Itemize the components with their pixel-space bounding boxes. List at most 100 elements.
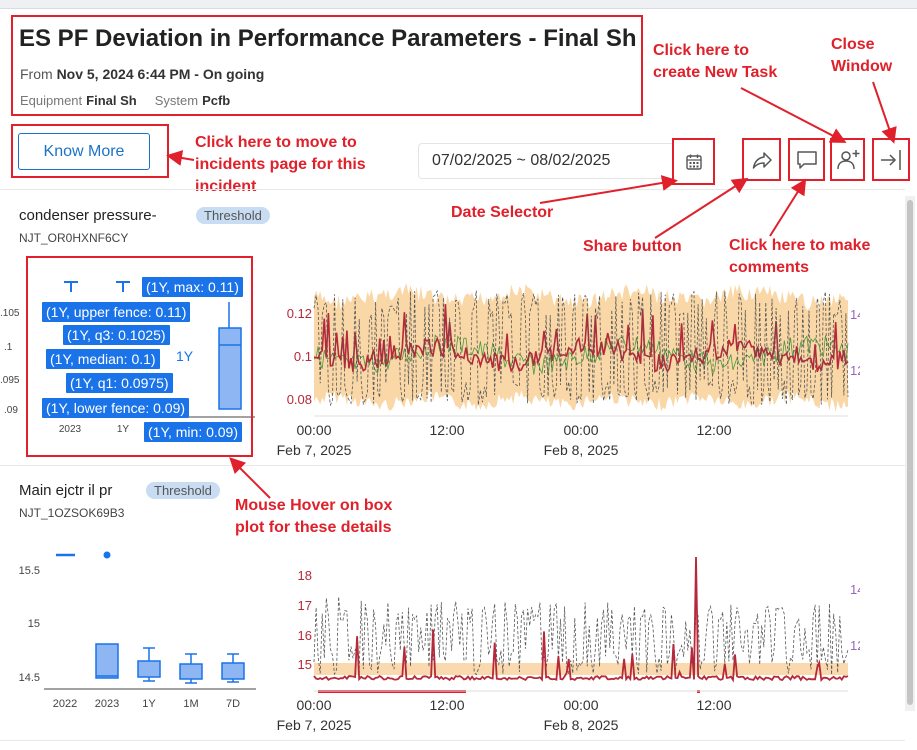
card2-timeseries-chart[interactable]: 18 17 16 15 140 120 00:00 12:00 00:00 12… (270, 555, 860, 740)
box-1y[interactable] (137, 647, 161, 682)
share-icon (752, 151, 772, 169)
from-label: From (20, 66, 53, 82)
close-window-icon (881, 149, 901, 170)
red-trace (313, 304, 849, 373)
vertical-scrollbar[interactable] (905, 196, 915, 711)
incident-start-line: From Nov 5, 2024 6:44 PM - On going (20, 66, 264, 82)
close-window-button[interactable] (872, 138, 910, 181)
box-x-label: 1Y (142, 698, 156, 710)
box-1m[interactable] (179, 653, 203, 684)
arrow-know-more (166, 150, 195, 166)
ts-date-label: Feb 7, 2025 (277, 442, 352, 458)
arrow-comments (769, 178, 807, 237)
tooltip-upper-fence: (1Y, upper fence: 0.11) (42, 302, 191, 322)
ts-x-tick: 12:00 (696, 422, 731, 438)
header-highlight-box (11, 15, 643, 116)
gray-trace (313, 289, 849, 407)
tooltip-lower-fence: (1Y, lower fence: 0.09) (42, 398, 190, 418)
box-x-label: 2022 (53, 698, 77, 710)
annotation-line: Click here to (653, 42, 750, 59)
ts-left-tick: 0.08 (287, 392, 312, 407)
card-id: NJT_1OZSOK69B3 (19, 506, 125, 520)
card1-boxplot-chart[interactable]: .105 .1 .095 .09 2023 1Y (0, 250, 270, 465)
annotation-move-incidents: Click here to move to incidents page for… (195, 132, 366, 198)
comment-button[interactable] (788, 138, 825, 181)
box-7d[interactable] (221, 653, 245, 683)
page-title: ES PF Deviation in Performance Parameter… (19, 25, 637, 52)
scrollbar-thumb[interactable] (907, 200, 913, 705)
tooltip-q1: (1Y, q1: 0.0975) (66, 373, 173, 393)
ts-right-tick: 120 (850, 638, 860, 653)
box-1y-hovered[interactable] (218, 302, 242, 410)
share-button[interactable] (742, 138, 781, 181)
tooltip-max: (1Y, max: 0.11) (142, 277, 243, 297)
hover-series-tag: 1Y (176, 348, 194, 364)
header-divider (0, 189, 905, 190)
box-2023[interactable] (95, 643, 119, 679)
ts-right-tick: 140 (850, 582, 860, 597)
annotation-line: incident (195, 178, 257, 195)
annotation-line: comments (729, 259, 810, 276)
box-x-label: 2023 (95, 698, 119, 710)
card-title: Main ejctr il pr (19, 482, 113, 499)
card-divider (0, 465, 905, 466)
annotation-line: incidents page for this (195, 156, 366, 173)
ts-x-tick: 12:00 (696, 697, 731, 713)
box-y-tick: 14.5 (19, 672, 40, 684)
box-x-label: 7D (226, 698, 240, 710)
reference-series (313, 596, 849, 676)
box-y-tick: .105 (0, 308, 20, 319)
ts-x-tick: 12:00 (429, 422, 464, 438)
window-top-border (0, 0, 917, 9)
box-y-tick: 15 (28, 618, 40, 630)
create-task-button[interactable] (830, 138, 865, 181)
ts-left-tick: 18 (298, 568, 312, 583)
annotation-mouse-hover: Mouse Hover on box plot for these detail… (235, 495, 392, 539)
ts-x-tick: 00:00 (296, 422, 331, 438)
card-divider (0, 740, 905, 741)
annotation-date-selector: Date Selector (451, 204, 554, 221)
box-1y-top-marker (116, 281, 130, 292)
comment-icon (796, 150, 817, 169)
box-y-tick: 15.5 (19, 565, 40, 577)
equipment-label: Equipment (20, 93, 83, 108)
value-series (313, 304, 849, 373)
box-x-label: 1M (183, 698, 198, 710)
ts-date-label: Feb 8, 2025 (544, 442, 619, 458)
know-more-button[interactable]: Know More (18, 133, 150, 170)
date-range-input[interactable]: 07/02/2025 ~ 08/02/2025 (418, 143, 714, 179)
green-trace (313, 333, 849, 376)
tooltip-median: (1Y, median: 0.1) (46, 349, 160, 369)
ts-right-tick: 120 (850, 363, 860, 378)
calendar-button[interactable] (672, 138, 715, 185)
system-label: System (154, 93, 199, 108)
arrow-create-task (740, 87, 847, 143)
value-series (313, 556, 849, 683)
annotation-share-button: Share button (583, 238, 682, 255)
card2-boxplot-chart[interactable]: 15.5 15 14.5 2022 2023 1Y 1M 7D (0, 540, 270, 720)
ts-left-tick: 15 (298, 657, 312, 672)
threshold-badge: Threshold (146, 482, 220, 499)
ts-x-tick: 12:00 (429, 697, 464, 713)
card-title: condenser pressure- (19, 207, 157, 224)
calendar-icon (685, 154, 702, 170)
ts-left-tick: 17 (298, 598, 312, 613)
ts-date-label: Feb 8, 2025 (544, 717, 619, 733)
annotation-line: Click here to move to (195, 134, 357, 151)
box-y-tick: .1 (4, 342, 13, 353)
ts-x-tick: 00:00 (563, 697, 598, 713)
annotation-create-task: Click here to create New Task (653, 40, 777, 84)
arrow-date-selector (539, 175, 678, 204)
annotation-line: Mouse Hover on box (235, 497, 393, 514)
box-2023-outlier (103, 551, 111, 559)
card1-timeseries-chart[interactable]: 0.12 0.1 0.08 140 120 00:00 12:00 00:00 … (270, 270, 860, 460)
red-trace (313, 556, 849, 683)
card-id: NJT_OR0HXNF6CY (19, 231, 129, 245)
box-y-tick: .095 (0, 375, 20, 386)
add-user-icon (836, 149, 859, 169)
ts-left-tick: 0.1 (294, 349, 312, 364)
from-value: Nov 5, 2024 6:44 PM - On going (56, 66, 265, 82)
annotation-line: Click here to make (729, 237, 871, 254)
box-y-tick: .09 (4, 405, 18, 416)
ts-left-tick: 16 (298, 628, 312, 643)
